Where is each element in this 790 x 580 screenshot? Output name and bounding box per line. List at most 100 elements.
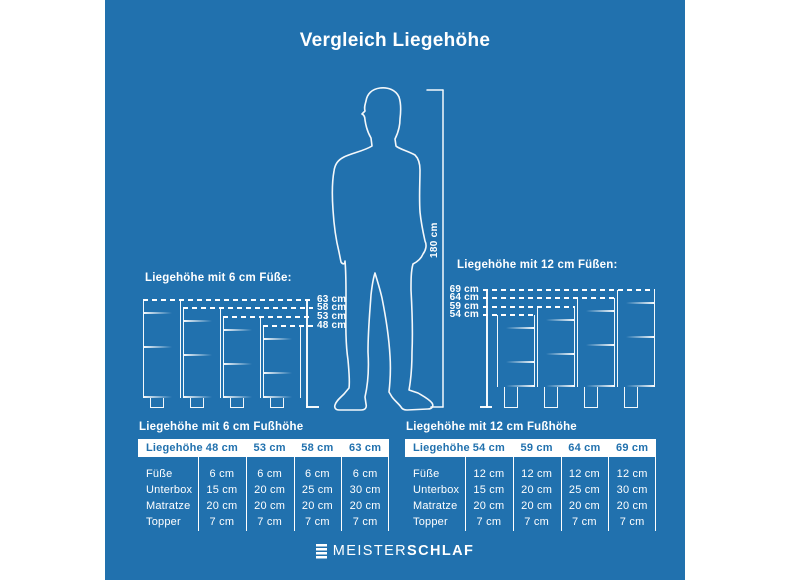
table-row: Füße 12 cm 12 cm 12 cm 12 cm (405, 466, 656, 482)
height-label: 59 cm (449, 301, 479, 312)
measure-bracket-tick (480, 406, 492, 408)
table-column-divider (198, 457, 200, 531)
height-table-12cm: Liegehöhe mit 12 cm Fußhöhe Liegehöhe 54 … (405, 421, 656, 531)
bed-layer-line (144, 346, 173, 348)
bed-profile (577, 298, 615, 387)
table-row: Unterbox 15 cm 20 cm 25 cm 30 cm (138, 482, 389, 498)
table-value-cell: 12 cm (616, 468, 648, 480)
table-header-cell: 58 cm (301, 442, 334, 454)
height-label: 58 cm (317, 302, 347, 313)
brand-logo: MEISTERSCHLAF (105, 543, 685, 559)
table-column-divider (560, 457, 562, 531)
height-label: 63 cm (317, 294, 347, 305)
table-rowlabel-cell: Topper (146, 516, 181, 528)
table-body: Füße 12 cm 12 cm 12 cm 12 cm Unterbox 15 cm 20 … (405, 457, 656, 531)
bed-foot (544, 387, 558, 408)
bed-base-line (144, 396, 173, 398)
bed-profile (537, 307, 575, 387)
bed-base-line (505, 385, 534, 387)
height-table-6cm: Liegehöhe mit 6 cm Fußhöhe Liegehöhe 48 c… (138, 421, 389, 531)
bed-layer-line (625, 302, 654, 304)
bed-base-line (545, 385, 574, 387)
bed-layer-line (224, 363, 253, 365)
bed-foot (150, 398, 164, 408)
table-value-cell: 15 cm (206, 484, 238, 496)
table-value-cell: 25 cm (301, 484, 333, 496)
bed-group-heading-12cm: Liegehöhe mit 12 cm Füßen: (457, 259, 618, 271)
height-label: 64 cm (449, 292, 479, 303)
figure-height-label: 180 cm (429, 222, 440, 258)
table-column-divider (245, 457, 247, 531)
bed-foot (584, 387, 598, 408)
height-dash-line (483, 289, 655, 291)
table-value-cell: 20 cm (616, 500, 648, 512)
bed-base-line (184, 396, 213, 398)
table-row: Füße 6 cm 6 cm 6 cm 6 cm (138, 466, 389, 482)
table-row: Matratze 20 cm 20 cm 20 cm 20 cm (405, 498, 656, 514)
bed-foot (230, 398, 244, 408)
bed-profile (263, 326, 301, 398)
table-rowlabel-cell: Unterbox (413, 484, 460, 496)
table-header-cell: Liegehöhe (413, 442, 470, 454)
height-dash-line (263, 325, 313, 327)
bed-profile (143, 300, 181, 398)
bed-foot (504, 387, 518, 408)
bed-foot (624, 387, 638, 408)
bed-layer-line (184, 320, 213, 322)
table-value-cell: 20 cm (349, 500, 381, 512)
bed-profile (617, 290, 655, 387)
mattress-layers-icon (315, 543, 327, 559)
bed-base-line (224, 396, 253, 398)
table-value-cell: 7 cm (352, 516, 378, 528)
bed-layer-line (545, 319, 574, 321)
table-header-cell: 64 cm (568, 442, 601, 454)
table-value-cell: 30 cm (616, 484, 648, 496)
table-rowlabel-cell: Unterbox (146, 484, 193, 496)
bed-layer-line (264, 338, 293, 340)
height-dash-line (223, 316, 313, 318)
brand-name-regular: MEISTER (332, 543, 408, 559)
table-value-cell: 7 cm (476, 516, 502, 528)
bed-profile (497, 315, 535, 387)
table-column-divider (512, 457, 514, 531)
brand-name-bold: SCHLAF (407, 543, 475, 559)
height-dash-line (483, 314, 535, 316)
table-value-cell: 30 cm (349, 484, 381, 496)
table-column-divider (654, 457, 656, 531)
table-value-cell: 20 cm (568, 500, 600, 512)
bed-layer-line (224, 329, 253, 331)
table-rowlabel-cell: Matratze (146, 500, 191, 512)
table-value-cell: 25 cm (568, 484, 600, 496)
table-row: Unterbox 15 cm 20 cm 25 cm 30 cm (405, 482, 656, 498)
bed-layer-line (264, 372, 293, 374)
table-value-cell: 7 cm (524, 516, 549, 528)
table-value-cell: 6 cm (209, 468, 235, 480)
bed-layer-line (585, 344, 614, 346)
table-value-cell: 6 cm (257, 468, 282, 480)
page-title: Vergleich Liegehöhe (299, 30, 491, 51)
table-column-divider (293, 457, 295, 531)
bed-layer-line (505, 361, 534, 363)
table-value-cell: 15 cm (473, 484, 505, 496)
height-dash-line (483, 297, 615, 299)
table-value-cell: 12 cm (521, 468, 553, 480)
human-figure: 180 cm (331, 87, 444, 411)
table-value-cell: 20 cm (521, 484, 553, 496)
table-value-cell: 12 cm (473, 468, 505, 480)
table-row: Topper 7 cm 7 cm 7 cm 7 cm (138, 514, 389, 530)
table-column-divider (387, 457, 389, 531)
bed-layer-line (184, 354, 213, 356)
table-column-divider (465, 457, 467, 531)
bed-profile (223, 317, 261, 398)
table-value-cell: 6 cm (305, 468, 330, 480)
bed-profile (183, 308, 221, 398)
measure-bracket-tick (306, 406, 319, 408)
table-rowlabel-cell: Füße (413, 468, 440, 480)
table-header-cell: Liegehöhe (146, 442, 203, 454)
table-rowlabel-cell: Topper (413, 516, 448, 528)
table-body: Füße 6 cm 6 cm 6 cm 6 cm Unterbox 15 cm 20 cm 25… (138, 457, 389, 531)
table-column-divider (608, 457, 610, 531)
height-label: 53 cm (317, 311, 347, 322)
table-value-cell: 6 cm (352, 468, 378, 480)
table-value-cell: 7 cm (305, 516, 330, 528)
